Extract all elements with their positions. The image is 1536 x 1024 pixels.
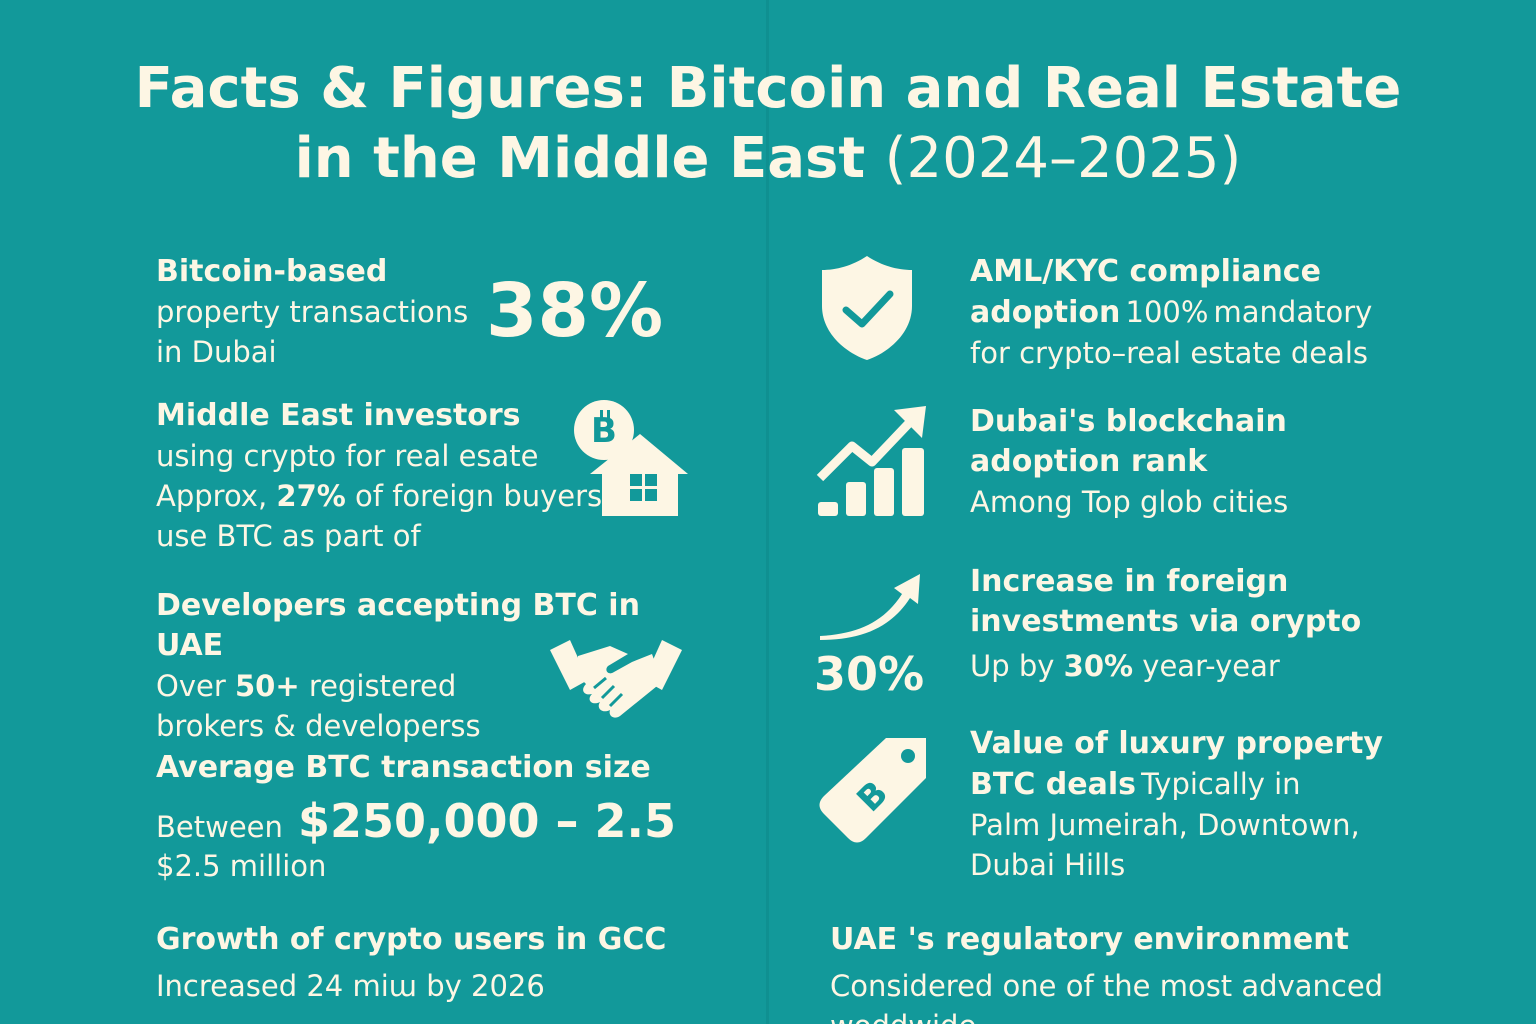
fact-heading: Growth of crypto users in GCC	[156, 922, 667, 957]
fact-text-suffix: registered	[308, 669, 457, 703]
fact-text: woddwide	[830, 1006, 1510, 1024]
fact-foreign-investment-increase: Increase in foreign investments via oryp…	[970, 562, 1490, 686]
fact-text-prefix: Over	[156, 669, 226, 703]
fact-heading: adoption rank	[970, 444, 1208, 479]
fact-heading: investments via orypto	[970, 604, 1362, 639]
bitcoin-house-icon: B	[570, 398, 694, 520]
fact-text-row: adoption 100% mandatory	[970, 292, 1510, 333]
fact-text-prefix: Up by	[970, 649, 1055, 683]
bitcoin-price-tag-icon: B	[814, 734, 930, 850]
fact-heading: Bitcoin-based	[156, 254, 388, 289]
title-line-2-bold: in the Middle East	[294, 126, 866, 191]
stat-27-percent: 27%	[276, 479, 346, 513]
fact-text: use BTC as part of	[156, 519, 421, 553]
fact-heading: Increase in foreign	[970, 564, 1289, 599]
fact-text: property transactions	[156, 295, 469, 329]
page-title: Facts & Figures: Bitcoin and Real Estate…	[0, 54, 1536, 194]
fact-text-row: Between $250,000 – 2.5	[156, 796, 756, 846]
title-line-2: in the Middle East (2024–2025)	[0, 124, 1536, 194]
stat-30-percent: 30%	[1063, 649, 1134, 683]
fact-uae-regulatory-environment: UAE 's regulatory environment Considered…	[830, 920, 1510, 1024]
fact-text: Over 50+ registered	[156, 666, 716, 706]
fact-bitcoin-transactions: Bitcoin-based property transactions in D…	[156, 252, 486, 372]
fact-heading: Dubai's blockchain	[970, 404, 1287, 439]
fact-heading: BTC deals	[970, 767, 1136, 802]
fact-blockchain-adoption-rank: Dubai's blockchain adoption rank Among T…	[970, 402, 1490, 522]
fact-text-suffix: Typically in	[1141, 767, 1301, 801]
fact-text: brokers & developerss	[156, 709, 481, 743]
shield-check-icon	[820, 254, 914, 362]
fact-text: using crypto for real esate	[156, 439, 539, 473]
bar-chart-arrow-icon	[816, 404, 928, 518]
fact-heading: Developers accepting BTC in UAE	[156, 588, 640, 663]
stat-30-percent-icon: 30%	[814, 647, 925, 701]
fact-text: Approx, 27% of foreign buyers	[156, 476, 606, 516]
fact-heading: UAE 's regulatory environment	[830, 922, 1349, 957]
svg-text:B: B	[591, 411, 617, 451]
fact-middle-east-investors: Middle East investors using crypto for r…	[156, 396, 606, 556]
fact-text: Up by 30% year-year	[970, 646, 1490, 686]
fact-text-prefix: Between	[156, 810, 283, 844]
fact-text: Palm Jumeirah, Downtown,	[970, 808, 1360, 842]
fact-average-transaction-size: Average BTC transaction size Between $25…	[156, 748, 756, 886]
fact-aml-kyc-compliance: AML/KYC compliance adoption 100% mandato…	[970, 252, 1510, 373]
fact-text: Considered one of the most advanced	[830, 969, 1384, 1003]
fact-heading: Average BTC transaction size	[156, 750, 651, 785]
trend-arrow-icon	[818, 572, 922, 642]
fact-text: for crypto–real estate deals	[970, 336, 1369, 370]
fact-heading: Value of luxury property	[970, 726, 1383, 761]
fact-developers-accepting-btc: Developers accepting BTC in UAE Over 50+…	[156, 586, 716, 746]
fact-text: in Dubai	[156, 335, 277, 369]
fact-luxury-property-value: Value of luxury property BTC deals Typic…	[970, 724, 1510, 885]
fact-text: Dubai Hills	[970, 848, 1126, 882]
stat-transaction-range: $250,000 – 2.5	[297, 794, 677, 848]
fact-heading: AML/KYC compliance	[970, 254, 1321, 289]
fact-gcc-crypto-growth: Growth of crypto users in GCC Increased …	[156, 920, 736, 1006]
stat-50-plus: 50+	[234, 669, 300, 703]
fact-text-suffix: mandatory	[1213, 295, 1373, 329]
fact-text-prefix: Approx,	[156, 479, 268, 513]
fact-heading: Middle East investors	[156, 398, 521, 433]
fact-text-suffix: of foreign buyers	[355, 479, 603, 513]
title-years: (2024–2025)	[884, 126, 1242, 191]
fact-text-row: BTC deals Typically in	[970, 764, 1510, 805]
fact-text: Increased 24 miա by 2026	[156, 969, 545, 1003]
fact-text: $2.5 million	[156, 849, 327, 883]
fact-heading: adoption	[970, 295, 1121, 330]
fact-text: Among Top glob cities	[970, 485, 1289, 519]
stat-100-percent: 100%	[1125, 295, 1209, 329]
fact-text-suffix: year-year	[1142, 649, 1280, 683]
title-line-1: Facts & Figures: Bitcoin and Real Estate	[134, 56, 1402, 121]
stat-38-percent: 38%	[486, 268, 664, 354]
center-divider	[766, 0, 769, 1024]
handshake-icon	[548, 636, 684, 720]
